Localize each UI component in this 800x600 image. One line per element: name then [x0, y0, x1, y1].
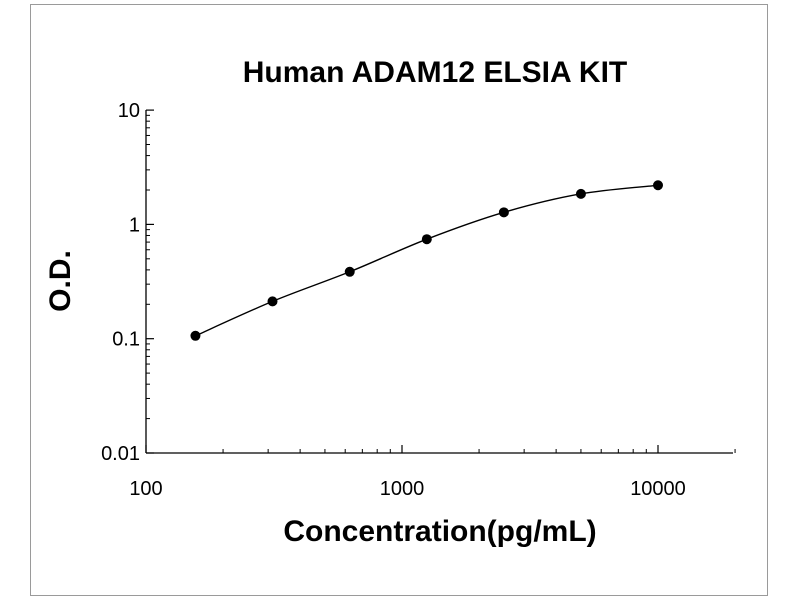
x-tick-labels: 100 1000 10000 [129, 478, 686, 500]
y-tick-label: 10 [118, 100, 140, 122]
x-tick-label: 10000 [630, 478, 686, 500]
x-ticks [145, 445, 736, 453]
x-axis-label: Concentration(pg/mL) [283, 515, 596, 548]
chart-title: Human ADAM12 ELSIA KIT [243, 56, 627, 89]
y-axis-label: O.D. [44, 250, 77, 312]
data-point [344, 266, 355, 277]
data-point [498, 207, 509, 218]
fit-curve [195, 184, 659, 337]
data-point [653, 180, 663, 191]
y-tick-label: 0.01 [101, 443, 140, 465]
y-tick-label: 0.1 [112, 329, 140, 351]
data-point [267, 296, 278, 307]
y-tick-labels: 10 1 0.1 0.01 [101, 100, 140, 465]
data-points [190, 180, 663, 341]
y-ticks [146, 109, 154, 454]
data-point [190, 330, 201, 341]
data-point [575, 188, 586, 199]
data-point [421, 234, 432, 245]
x-tick-label: 100 [129, 478, 162, 500]
plot-area [190, 180, 663, 341]
x-tick-label: 1000 [380, 478, 425, 500]
y-tick-label: 1 [129, 214, 140, 236]
axes: 10 1 0.1 0.01 100 1000 10000 [101, 100, 736, 500]
chart-frame [30, 4, 768, 596]
